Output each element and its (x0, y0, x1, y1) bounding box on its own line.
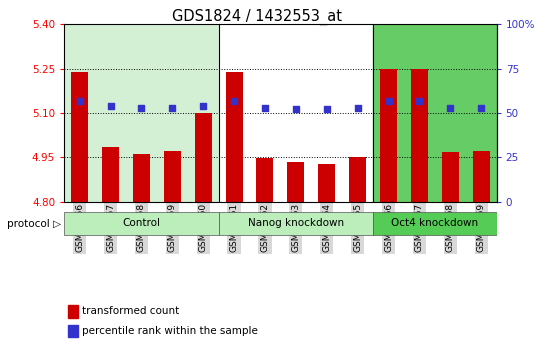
Point (477, 105, 485, 110)
Bar (225, 71, 243, 202)
Bar (349, 157, 366, 202)
Bar (473, 151, 490, 202)
Point (229, 98, 238, 103)
Bar (102, 147, 119, 202)
Text: Control: Control (122, 218, 160, 228)
Point (415, 98, 424, 103)
Bar (287, 162, 304, 202)
Point (353, 105, 362, 110)
FancyBboxPatch shape (219, 212, 373, 235)
Text: protocol ▷: protocol ▷ (7, 219, 61, 228)
Bar (64, 24, 219, 202)
Bar (318, 164, 335, 202)
Bar (380, 69, 397, 202)
Point (137, 105, 146, 110)
FancyBboxPatch shape (64, 212, 219, 235)
Point (261, 105, 270, 110)
Text: GDS1824 / 1432553_at: GDS1824 / 1432553_at (172, 9, 341, 25)
Bar (69, 325, 78, 337)
Bar (411, 69, 428, 202)
Bar (164, 151, 181, 202)
Text: transformed count: transformed count (83, 306, 180, 316)
Point (323, 107, 331, 112)
Text: Nanog knockdown: Nanog knockdown (248, 218, 344, 228)
Point (291, 107, 300, 112)
Point (168, 105, 177, 110)
Point (384, 98, 393, 103)
Point (446, 105, 455, 110)
Bar (442, 152, 459, 202)
Bar (257, 158, 273, 202)
Bar (373, 24, 497, 202)
Bar (69, 305, 78, 317)
Text: percentile rank within the sample: percentile rank within the sample (83, 326, 258, 336)
Point (75, 98, 84, 103)
Bar (71, 71, 88, 202)
Bar (219, 24, 373, 202)
Point (106, 103, 115, 109)
Point (199, 103, 208, 109)
Bar (133, 154, 150, 202)
Bar (195, 113, 211, 202)
FancyBboxPatch shape (373, 212, 497, 235)
Text: Oct4 knockdown: Oct4 knockdown (391, 218, 478, 228)
